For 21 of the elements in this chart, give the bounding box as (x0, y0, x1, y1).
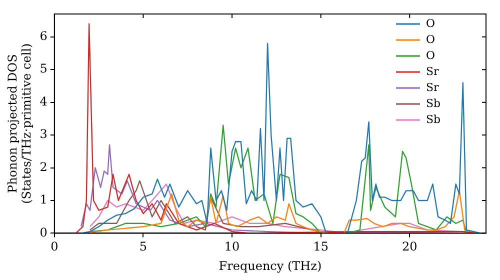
y-axis-title: Phonon projected DOS (States/THz·primitive cell) (5, 43, 34, 204)
legend-label: O (426, 48, 436, 62)
y-tick-label: 2 (40, 160, 48, 174)
legend-label: Sb (426, 96, 441, 110)
legend-label: Sb (426, 112, 441, 126)
legend-label: Sr (426, 80, 440, 94)
x-tick-label: 20 (402, 240, 418, 254)
x-axis-title: Frequency (THz) (218, 258, 322, 273)
y-tick-label: 1 (40, 192, 48, 207)
y-tick-label: 6 (40, 29, 48, 44)
legend-label: Sr (426, 64, 440, 78)
legend-label: O (426, 16, 436, 30)
legend-label: O (426, 32, 436, 46)
x-tick-label: 15 (313, 240, 328, 254)
y-tick-label: 4 (40, 94, 48, 108)
x-tick-label: 10 (224, 240, 240, 254)
x-tick-label: 5 (139, 240, 148, 254)
y-tick-label: 5 (40, 62, 48, 76)
y-tick-label: 3 (40, 127, 48, 142)
x-tick-label: 0 (50, 240, 58, 254)
y-tick-label: 0 (40, 225, 48, 240)
